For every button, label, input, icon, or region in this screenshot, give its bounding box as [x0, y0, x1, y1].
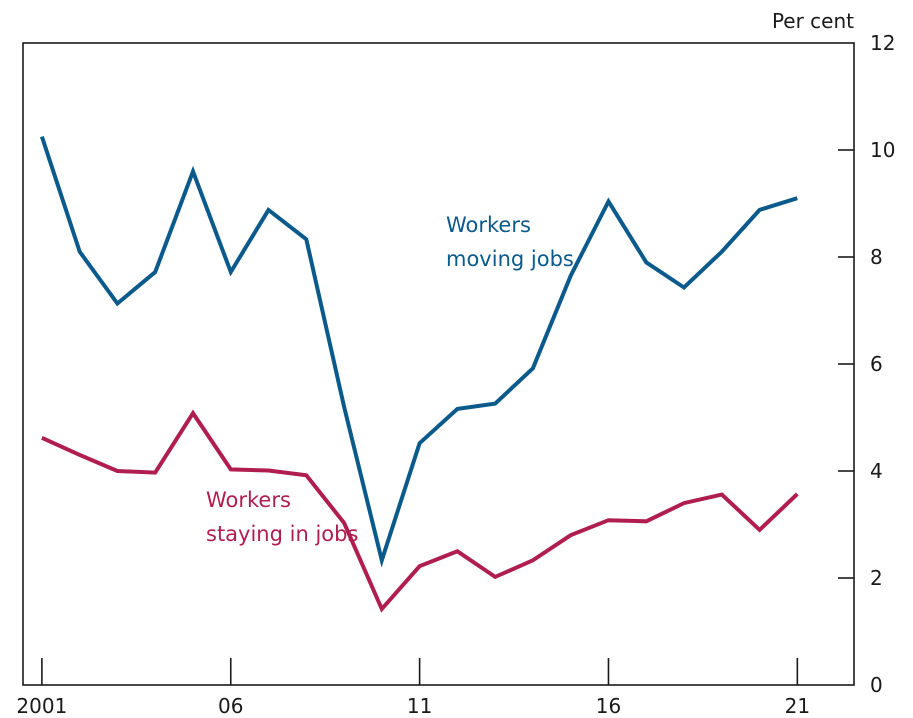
y-tick-label: 8	[870, 245, 883, 269]
series-label-0: Workers moving jobs	[446, 213, 574, 271]
series-label-1: Workers staying in jobs	[206, 488, 358, 546]
plot-frame	[22, 42, 855, 686]
y-tick-label: 4	[870, 459, 883, 483]
x-tick-label: 16	[596, 694, 621, 718]
y-axis-unit-label: Per cent	[772, 9, 854, 33]
y-tick-label: 2	[870, 566, 883, 590]
x-tick-label: 06	[218, 694, 243, 718]
x-tick-label: 2001	[16, 694, 67, 718]
y-tick-label: 0	[870, 673, 883, 697]
y-tick-label: 6	[870, 352, 883, 376]
series-label-line: Workers	[446, 213, 531, 237]
y-axis: 0 2 4 6 8 10 12	[838, 31, 895, 697]
x-axis: 2001 06 11 16 21	[16, 658, 810, 718]
series-label-line: moving jobs	[446, 247, 574, 271]
series-labels: Workers moving jobs Workers staying in jobs	[206, 213, 574, 546]
x-tick-label: 21	[785, 694, 810, 718]
x-tick-label: 11	[407, 694, 432, 718]
series-layer	[39, 135, 799, 613]
y-tick-label: 12	[870, 31, 895, 55]
series-label-line: staying in jobs	[206, 522, 358, 546]
y-tick-label: 10	[870, 138, 895, 162]
series-line-0	[39, 135, 798, 568]
series-label-line: Workers	[206, 488, 291, 512]
